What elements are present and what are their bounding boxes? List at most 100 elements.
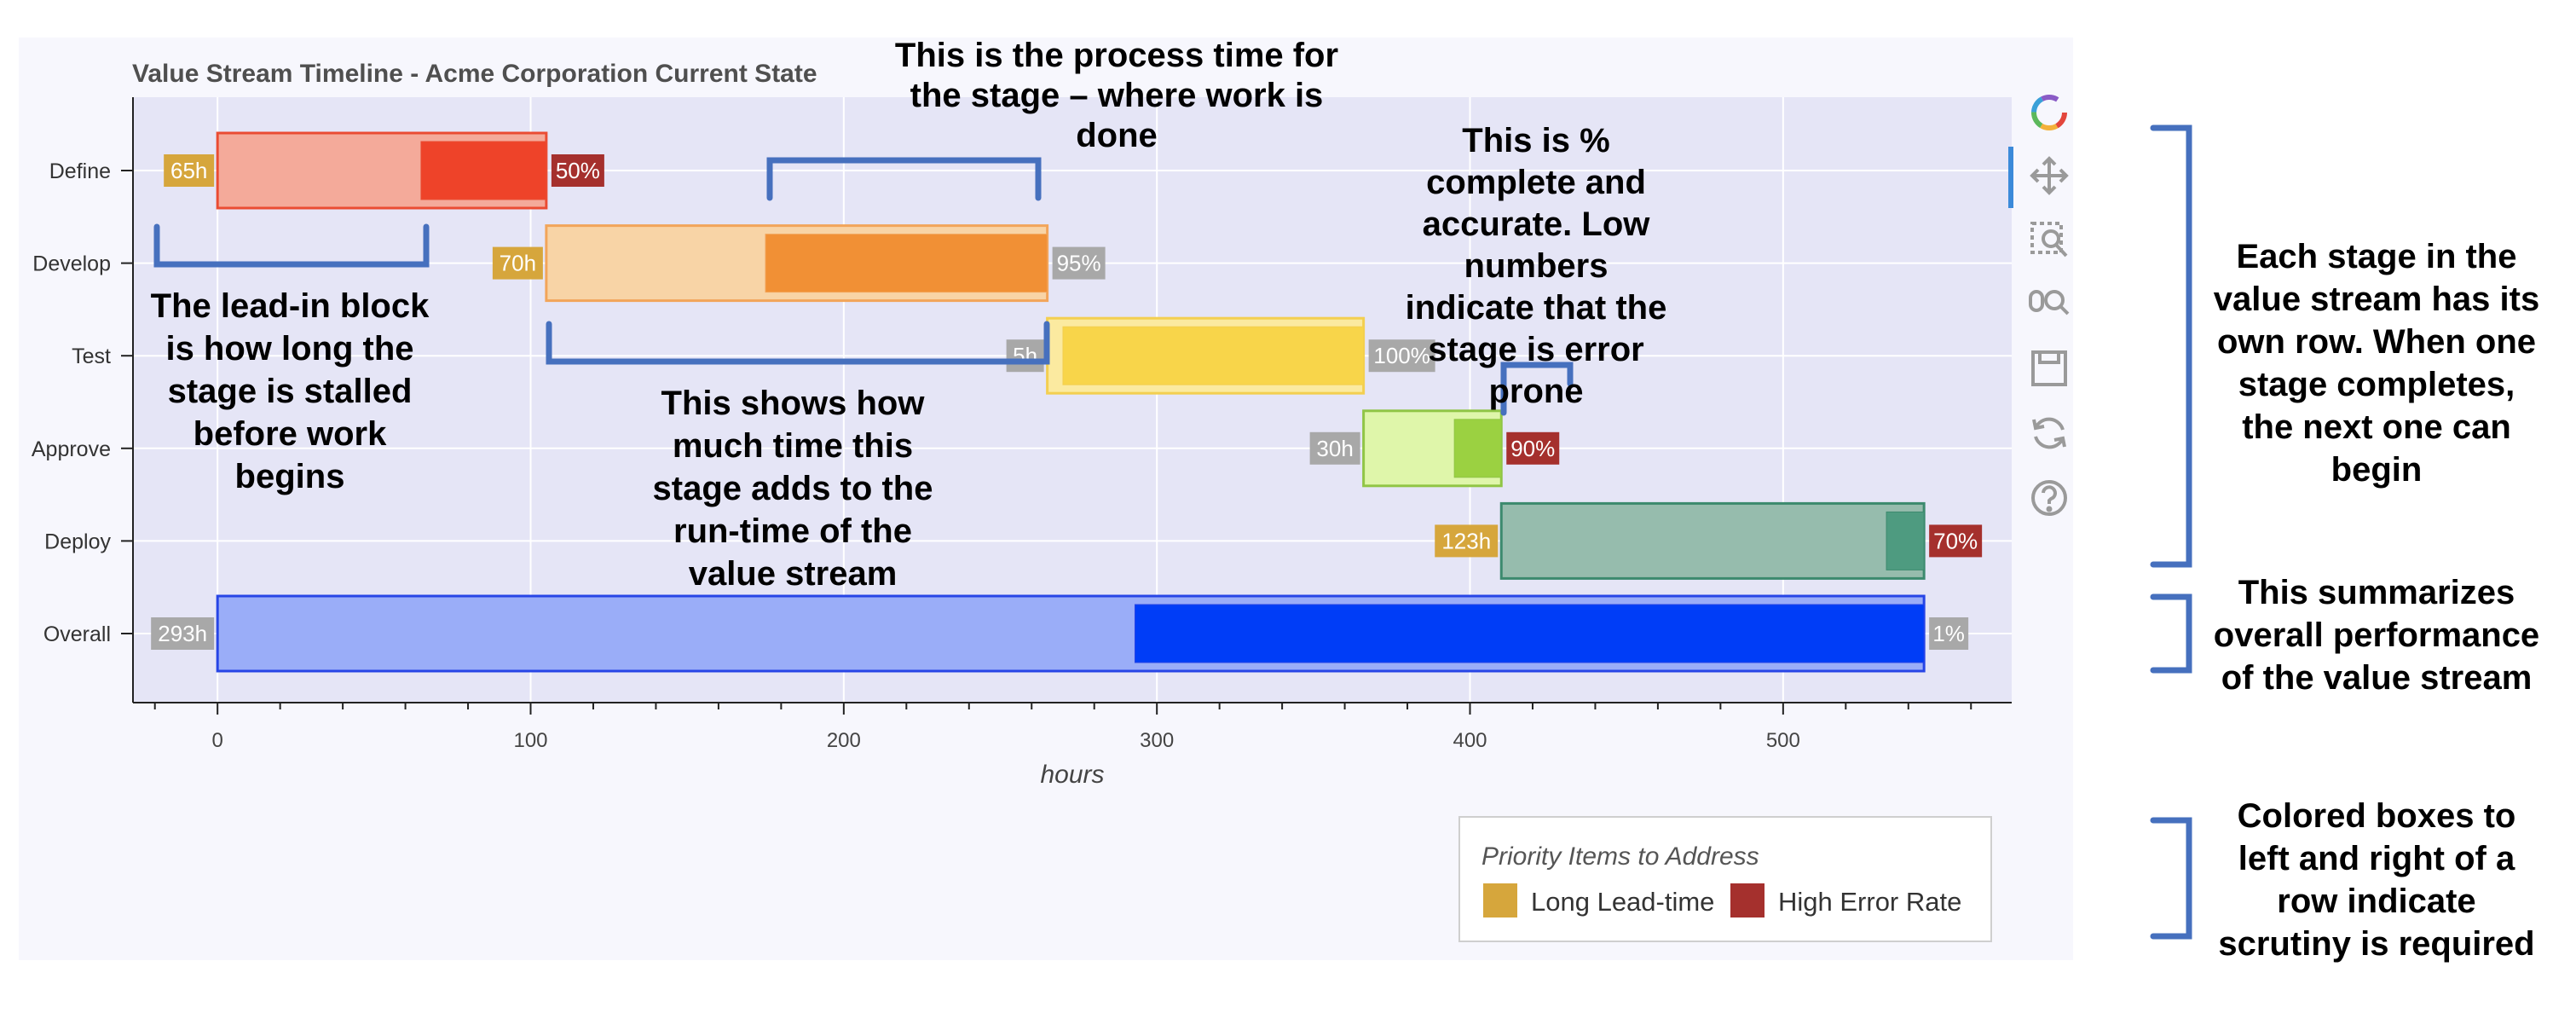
process-bar-approve [1453, 419, 1502, 478]
annotation-summary-line: This summarizes [2238, 574, 2515, 611]
legend-swatch-high-error-rate [1730, 883, 1765, 917]
lead-label-box-develop [492, 246, 543, 280]
annotation-brackets [153, 124, 2192, 940]
annotation-boxes-line: left and right of a [2238, 840, 2515, 877]
annotation-rows-line: stage completes, [2238, 366, 2515, 403]
x-axis-label: hours [1040, 761, 1104, 789]
pct-label-box-develop [1052, 246, 1106, 280]
pct-label-box-define [551, 154, 604, 187]
lead-label-box-define [164, 154, 215, 187]
annotation-percent-line: complete and [1426, 164, 1646, 201]
y-tick-label: Overall [43, 622, 111, 646]
process-bar-overall [1134, 604, 1925, 663]
help-icon[interactable] [2025, 474, 2073, 522]
bracket-percent [1500, 362, 1574, 416]
x-tick-label: 200 [827, 729, 861, 752]
process-bar-develop [765, 234, 1048, 293]
annotation-rows-line: begin [2331, 451, 2423, 489]
lead-label-define: 65h [170, 158, 207, 183]
legend-swatch-long-lead-time [1483, 883, 1517, 917]
pct-label-approve: 90% [1510, 436, 1555, 461]
annotation-lead-in-line: begins [235, 458, 345, 495]
y-tick-label: Develop [32, 252, 111, 276]
bracket-boxes [2150, 817, 2192, 940]
annotation-process-time-line: the stage – where work is [910, 77, 1324, 114]
pct-label-overall: 1% [1932, 621, 1965, 646]
lead-label-box-deploy [1435, 524, 1499, 558]
y-axis: Define Develop Test Approve Deploy Overall [32, 159, 133, 646]
y-tick-label: Approve [32, 437, 111, 461]
bracket-summary [2150, 593, 2192, 674]
lead-label-approve: 30h [1316, 436, 1353, 461]
lead-label-test: 5h [1013, 343, 1037, 368]
process-bar-define [420, 141, 547, 200]
box-zoom-icon[interactable] [2025, 217, 2073, 264]
x-tick-label: 300 [1140, 729, 1174, 752]
lead-label-overall: 293h [158, 621, 207, 646]
y-tick-label: Test [72, 344, 111, 368]
annotation-lead-in-line: is how long the [165, 330, 413, 368]
annotation-process-time-line: This is the process time for [895, 37, 1338, 74]
pct-label-define: 50% [556, 158, 600, 183]
active-tool-indicator [2008, 147, 2013, 208]
legend: Priority Items to Address Long Lead-time… [1458, 816, 1992, 942]
lead-label-box-overall [151, 617, 215, 650]
pan-icon[interactable] [2025, 152, 2073, 200]
annotation-boxes-line: scrutiny is required [2218, 925, 2534, 963]
annotation-runtime-line: much time this [673, 427, 913, 465]
annotation-lead-in-line: stage is stalled [168, 373, 413, 410]
lead-label-box-test [1006, 339, 1044, 373]
annotation-summary-line: of the value stream [2221, 659, 2533, 697]
pct-label-develop: 95% [1057, 251, 1101, 276]
process-bar-deploy [1886, 511, 1925, 570]
annotation-summary-line: overall performance [2214, 616, 2539, 654]
y-tick-label: Deploy [44, 530, 111, 553]
annotation-boxes-line: Colored boxes to [2238, 797, 2516, 835]
x-tick-label: 100 [513, 729, 547, 752]
annotation-process-time-line: done [1076, 117, 1158, 154]
stage-bar-deploy [1499, 501, 1926, 580]
reset-icon[interactable] [2025, 409, 2073, 457]
annotation-lead-in-line: The lead-in block [151, 287, 430, 325]
process-bar-test [1062, 326, 1365, 385]
x-tick-label: 500 [1766, 729, 1800, 752]
chart-title: Value Stream Timeline - Acme Corporation… [132, 60, 817, 88]
annotation-lead-in-line: before work [193, 415, 387, 453]
annotation-runtime-line: stage adds to the [653, 470, 933, 507]
annotation-runtime-line: run-time of the [673, 512, 912, 550]
annotation-runtime-line: value stream [689, 555, 898, 593]
pct-label-box-test [1368, 339, 1435, 373]
x-tick-label: 400 [1453, 729, 1487, 752]
bracket-rows [2150, 124, 2192, 568]
annotation-rows-line: own row. When one [2217, 323, 2536, 361]
pct-label-deploy: 70% [1933, 528, 1978, 553]
legend-box [1458, 816, 1992, 942]
legend-title: Priority Items to Address [1481, 842, 1759, 871]
annotation-percent-line: numbers [1464, 247, 1609, 285]
save-icon[interactable] [2025, 344, 2073, 392]
stage-bars: 65h 50% 70h 95% 5h 100% 30h 90% 123h 70% 293h 1% [151, 131, 1983, 673]
lead-label-develop: 70h [500, 251, 536, 276]
legend-label-long-lead-time: Long Lead-time [1531, 887, 1714, 917]
annotation-rows-line: the next one can [2242, 408, 2511, 446]
wheel-zoom-icon[interactable] [2025, 280, 2073, 327]
annotation-rows-line: value stream has its [2214, 281, 2539, 318]
bracket-runtime [546, 321, 1050, 365]
x-axis: 0 100 200 300 400 500 [153, 703, 1972, 752]
annotation-runtime-line: This shows how [661, 385, 926, 422]
pct-label-box-approve [1506, 431, 1560, 465]
pct-label-box-overall [1929, 617, 1969, 650]
bokeh-logo-icon[interactable] [2025, 89, 2073, 136]
annotation-rows-line: Each stage in the [2237, 238, 2517, 275]
annotation-boxes-line: row indicate [2277, 883, 2475, 920]
pct-label-test: 100% [1373, 343, 1430, 368]
lead-label-box-approve [1309, 431, 1360, 465]
annotation-percent-line: stage is error [1428, 331, 1643, 368]
bracket-process-time [766, 157, 1042, 201]
annotation-percent-line: indicate that the [1406, 289, 1667, 327]
lead-label-deploy: 123h [1441, 528, 1491, 553]
annotation-percent-line: This is % [1462, 122, 1609, 159]
x-tick-label: 0 [212, 729, 223, 752]
